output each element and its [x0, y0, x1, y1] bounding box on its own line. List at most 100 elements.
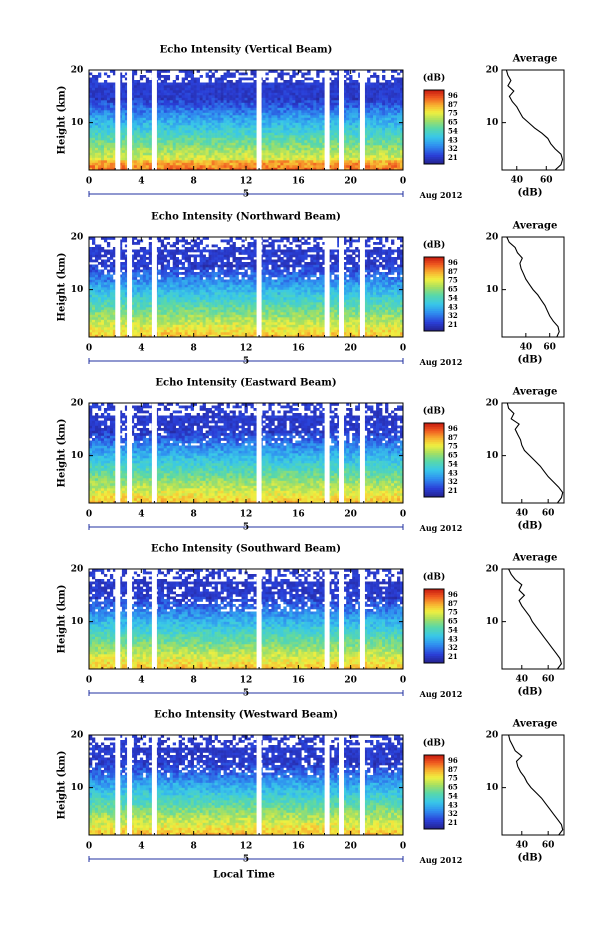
- data-gap: [115, 735, 121, 835]
- colorbar-cell: [424, 125, 444, 128]
- colorbar-tick-label: 43: [448, 135, 458, 144]
- colorbar-cell: [424, 95, 444, 98]
- x-tick-label: 20: [344, 344, 357, 354]
- x-axis-label: Local Time: [213, 870, 275, 881]
- colorbar-cell: [424, 329, 444, 332]
- x-tick-label: 0: [86, 344, 92, 354]
- colorbar-tick-label: 96: [448, 756, 458, 765]
- date-label: Aug 2012: [419, 357, 463, 367]
- colorbar-unit: (dB): [423, 73, 445, 84]
- x-tick-label: 0: [400, 177, 406, 187]
- colorbar-tick-label: 96: [448, 258, 458, 267]
- x-tick-label: 20: [344, 510, 357, 520]
- x-tick-label: 16: [292, 177, 305, 187]
- profile-y-tick-label: 20: [486, 565, 499, 575]
- colorbar-tick-label: 43: [448, 800, 458, 809]
- colorbar-cell: [424, 823, 444, 826]
- colorbar-unit: (dB): [423, 738, 445, 749]
- x-tick-label: 8: [191, 344, 197, 354]
- x-tick-label: 20: [344, 676, 357, 686]
- colorbar-cell: [424, 121, 444, 124]
- colorbar-cell: [424, 316, 444, 319]
- colorbar-frame: [423, 256, 445, 332]
- colorbar-cell: [424, 631, 444, 634]
- colorbar-cell: [424, 758, 444, 761]
- colorbar-cell: [424, 495, 444, 498]
- profile-x-label: (dB): [518, 188, 543, 199]
- data-gap: [151, 237, 157, 337]
- colorbar-cell: [424, 653, 444, 656]
- x-tick-label: 0: [86, 842, 92, 852]
- x-tick-label: 12: [240, 344, 253, 354]
- y-tick-label: 10: [71, 451, 84, 461]
- colorbar-cell: [424, 99, 444, 102]
- colorbar-tick-label: 21: [448, 320, 458, 329]
- colorbar-cell: [424, 646, 444, 649]
- y-tick-label: 10: [71, 617, 84, 627]
- x-tick-label: 16: [292, 344, 305, 354]
- colorbar-cell: [424, 145, 444, 148]
- colorbar-tick-label: 87: [448, 100, 458, 109]
- colorbar-cell: [424, 616, 444, 619]
- colorbar-tick-label: 87: [448, 267, 458, 276]
- panel-4: Echo Intensity (Southward Beam) 0 4 8 12 16 20…: [57, 544, 565, 699]
- profile-x-tick-label: 40: [516, 509, 529, 519]
- colorbar-cell: [424, 299, 444, 302]
- colorbar-unit: (dB): [423, 406, 445, 417]
- colorbar-cell: [424, 264, 444, 267]
- colorbar-cell: [424, 474, 444, 478]
- colorbar-cell: [424, 793, 444, 797]
- data-gap: [151, 735, 157, 835]
- colorbar-cell: [424, 790, 444, 793]
- colorbar-cell: [424, 609, 444, 612]
- colorbar-tick-label: 65: [448, 783, 458, 792]
- data-gap: [359, 735, 365, 835]
- profile-line: [505, 69, 564, 171]
- colorbar-cell: [424, 458, 444, 461]
- colorbar-cell: [424, 472, 444, 476]
- y-axis-label: Height (km): [57, 419, 68, 488]
- colorbar-cell: [424, 598, 444, 601]
- x-tick-label: 8: [191, 177, 197, 187]
- colorbar-tick-label: 87: [448, 599, 458, 608]
- colorbar-cell: [424, 797, 444, 800]
- colorbar-cell: [424, 432, 444, 435]
- colorbar-cell: [424, 325, 444, 328]
- colorbar-cell: [424, 642, 444, 645]
- colorbar-cell: [424, 600, 444, 603]
- x-tick-label: 4: [138, 676, 144, 686]
- data-gap: [127, 735, 133, 835]
- colorbar-cell: [424, 301, 444, 304]
- x-tick-label: 12: [240, 676, 253, 686]
- colorbar-cell: [424, 771, 444, 774]
- colorbar-cell: [424, 603, 444, 607]
- colorbar-cell: [424, 648, 444, 651]
- x-tick-label: 8: [191, 842, 197, 852]
- colorbar-cell: [424, 269, 444, 273]
- colorbar-cell: [424, 756, 444, 760]
- colorbar-cell: [424, 290, 444, 293]
- colorbar-cell: [424, 91, 444, 95]
- data-gap: [324, 735, 330, 835]
- colorbar-cell: [424, 467, 444, 470]
- x-tick-label: 20: [344, 842, 357, 852]
- colorbar-cell: [424, 297, 444, 300]
- colorbar-tick-label: 65: [448, 451, 458, 460]
- colorbar-cell: [424, 119, 444, 122]
- colorbar-cell: [424, 437, 444, 441]
- colorbar-cell: [424, 93, 444, 96]
- profile-line: [506, 402, 564, 504]
- data-gap: [256, 237, 262, 337]
- colorbar-cell: [424, 814, 444, 817]
- profile-x-tick-label: 60: [542, 841, 555, 851]
- colorbar-cell: [424, 149, 444, 152]
- date-label: Aug 2012: [419, 523, 463, 533]
- data-gap: [256, 735, 262, 835]
- colorbar-cell: [424, 110, 444, 113]
- colorbar-cell: [424, 423, 444, 426]
- profile-y-tick-label: 10: [486, 617, 499, 627]
- y-axis-label: Height (km): [57, 585, 68, 654]
- colorbar-cell: [424, 327, 444, 330]
